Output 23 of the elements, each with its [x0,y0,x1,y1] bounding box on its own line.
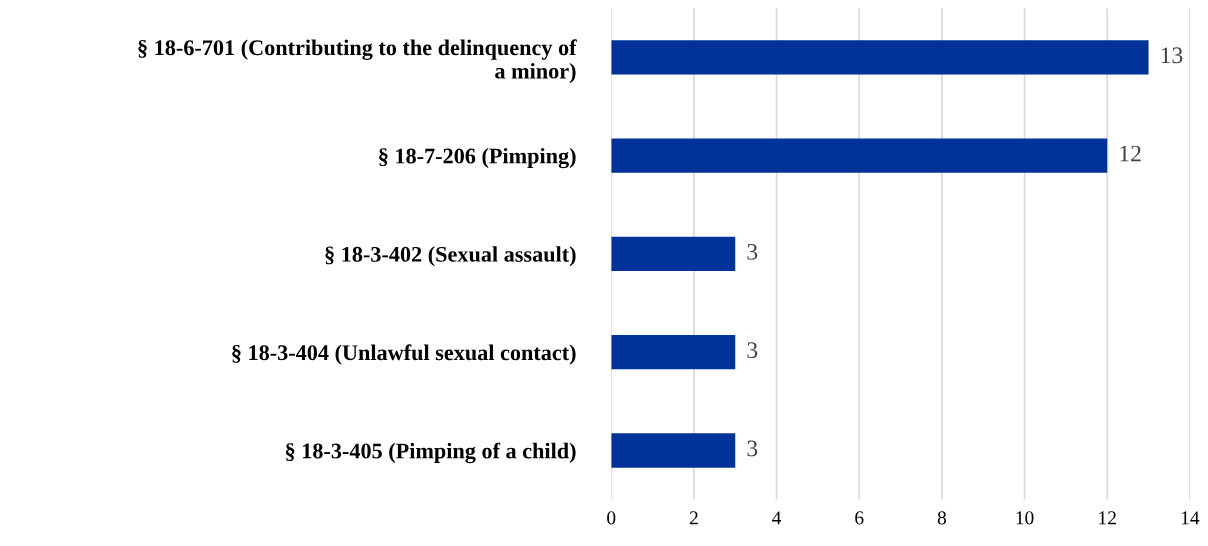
data-label: 3 [747,440,758,457]
bar [611,40,1149,75]
x-tick-label: 8 [937,511,947,525]
x-tick-label: 14 [1181,511,1200,525]
x-tick-label: 12 [1099,511,1116,525]
y-tick-label: § 18-7-206 (Pimping) [379,147,576,169]
y-tick-label: § 18-6-701 (Contributing to the delinquency of a minor) [138,39,577,84]
bar [611,236,736,272]
data-label: 3 [747,342,758,359]
y-tick-label: § 18-3-405 (Pimping of a child) [285,442,576,464]
y-tick-label: § 18-3-402 (Sexual assault) [325,246,576,267]
x-tick-label: 0 [607,511,616,525]
bar [611,334,736,370]
y-tick-label: § 18-3-404 (Unlawful sexual contact) [232,344,576,365]
bar [611,138,1108,173]
x-tick-label: 6 [855,511,864,525]
data-label: 13 [1161,47,1183,64]
data-label: 12 [1120,145,1141,162]
bar [611,433,736,468]
x-tick-label: 2 [689,511,698,525]
x-tick-label: 10 [1016,511,1034,525]
data-label: 3 [747,243,758,260]
x-tick-label: 4 [772,511,782,525]
